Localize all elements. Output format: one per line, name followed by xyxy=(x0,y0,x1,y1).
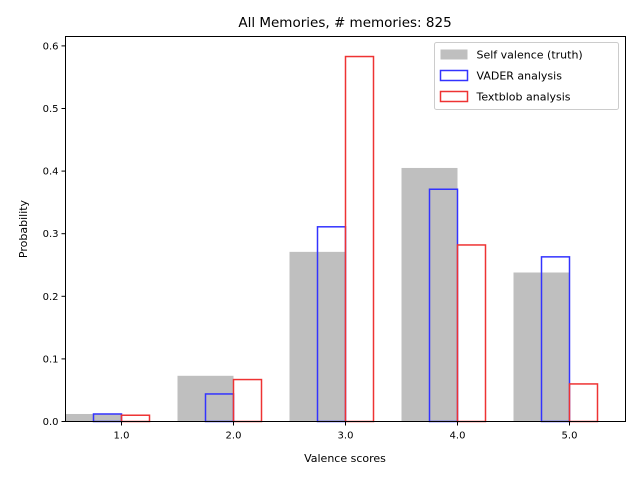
y-tick-label: 0.1 xyxy=(43,354,59,365)
x-tick-label: 2.0 xyxy=(226,431,242,442)
bar-textblob-2 xyxy=(346,57,374,422)
x-axis-label: Valence scores xyxy=(304,452,386,465)
x-tick-label: 5.0 xyxy=(562,431,578,442)
chart-title: All Memories, # memories: 825 xyxy=(238,15,451,31)
y-tick-label: 0.2 xyxy=(43,292,59,303)
y-tick-label: 0.3 xyxy=(43,229,59,240)
legend-label-2: Textblob analysis xyxy=(476,91,571,104)
bar-textblob-0 xyxy=(122,415,150,421)
y-tick-label: 0.0 xyxy=(43,417,59,428)
y-tick-label: 0.4 xyxy=(43,167,59,178)
x-tick-label: 4.0 xyxy=(450,431,466,442)
bar-textblob-4 xyxy=(570,384,598,422)
y-tick-label: 0.5 xyxy=(43,104,59,115)
legend-label-1: VADER analysis xyxy=(477,70,563,83)
bar-textblob-1 xyxy=(234,380,262,422)
legend-swatch-0 xyxy=(441,50,468,60)
bars-layer xyxy=(66,57,598,422)
legend: Self valence (truth) VADER analysis Textbl… xyxy=(435,43,619,110)
y-tick-label: 0.6 xyxy=(43,41,59,52)
y-axis-label: Probability xyxy=(17,199,30,258)
x-tick-label: 1.0 xyxy=(114,431,130,442)
y-axis: 0.0 0.1 0.2 0.3 0.4 0.5 0.6 xyxy=(43,41,66,428)
legend-label-0: Self valence (truth) xyxy=(477,49,583,62)
x-tick-label: 3.0 xyxy=(338,431,354,442)
bar-textblob-3 xyxy=(458,245,486,422)
x-axis: 1.0 2.0 3.0 4.0 5.0 xyxy=(114,422,578,442)
